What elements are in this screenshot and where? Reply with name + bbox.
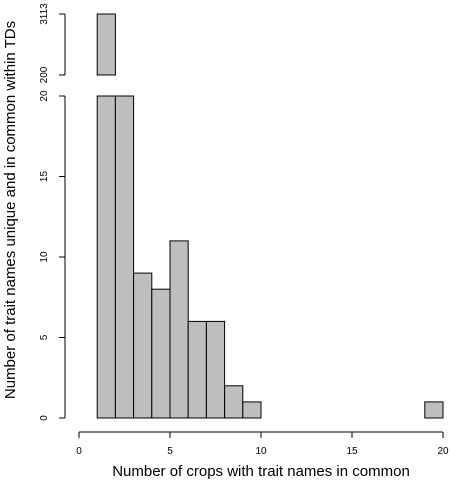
- bar-8: [242, 401, 262, 419]
- y-tick-label-10: 10: [39, 251, 50, 263]
- y-tick-label-0: 0: [39, 415, 50, 421]
- x-axis-title: Number of crops with trait names in comm…: [112, 463, 410, 480]
- bar-0-upper: [96, 13, 116, 76]
- upper-y-axis: 200 3113: [39, 3, 66, 83]
- x-axis: 0 5 10 15 20: [76, 431, 449, 457]
- y-tick-label-15: 15: [39, 171, 50, 183]
- y-axis-title: Number of trait names unique and in comm…: [2, 21, 19, 399]
- bar-1: [114, 95, 135, 419]
- bar-2: [133, 272, 153, 419]
- bar-0: [96, 95, 116, 419]
- bar-4: [169, 240, 189, 419]
- y-break-tick-label-3113: 3113: [39, 3, 50, 25]
- y-tick-label-20: 20: [39, 90, 50, 102]
- bar-3: [151, 288, 171, 419]
- bar-6: [205, 320, 226, 419]
- x-tick-label-15: 15: [346, 446, 358, 457]
- bar-9: [424, 401, 444, 419]
- lower-y-axis: 0 5 10 15 20: [39, 90, 66, 421]
- x-tick-label-20: 20: [437, 446, 449, 457]
- x-tick-label-0: 0: [76, 446, 82, 457]
- x-tick-label-10: 10: [255, 446, 267, 457]
- y-tick-label-5: 5: [39, 334, 50, 340]
- histogram-bars: [96, 13, 444, 419]
- y-break-tick-label-200: 200: [39, 66, 50, 83]
- x-tick-label-5: 5: [167, 446, 173, 457]
- bar-7: [224, 385, 244, 419]
- bar-5: [187, 320, 207, 419]
